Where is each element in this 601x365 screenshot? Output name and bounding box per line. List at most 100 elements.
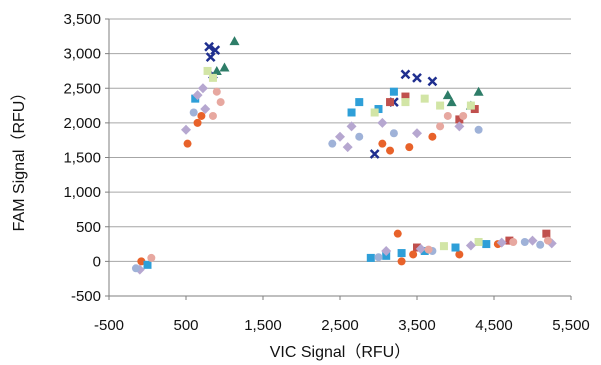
data-point bbox=[210, 45, 221, 56]
data-point bbox=[466, 101, 475, 110]
data-point bbox=[401, 98, 410, 107]
data-point bbox=[137, 257, 146, 266]
data-point bbox=[415, 243, 426, 254]
data-point bbox=[401, 92, 410, 101]
y-tick-label: 1,500 bbox=[63, 150, 101, 167]
data-point bbox=[543, 236, 552, 245]
data-point bbox=[205, 52, 216, 62]
data-point bbox=[386, 98, 395, 107]
x-tick-label: 3,500 bbox=[398, 317, 436, 334]
data-point bbox=[459, 111, 468, 120]
data-point bbox=[400, 69, 411, 80]
data-point bbox=[347, 108, 356, 117]
data-point bbox=[439, 242, 448, 251]
x-tick-label: -500 bbox=[94, 317, 124, 334]
data-point bbox=[328, 139, 337, 148]
y-tick-label: 500 bbox=[76, 219, 101, 236]
axes bbox=[105, 18, 572, 300]
data-point bbox=[219, 62, 230, 72]
data-point bbox=[181, 124, 191, 135]
data-point bbox=[183, 139, 192, 148]
data-point bbox=[355, 98, 364, 107]
data-point bbox=[208, 73, 217, 82]
data-point bbox=[335, 131, 345, 142]
data-point bbox=[131, 264, 140, 273]
data-point bbox=[427, 76, 438, 87]
data-point bbox=[455, 250, 464, 259]
data-point bbox=[420, 246, 429, 255]
data-point bbox=[505, 236, 514, 245]
data-point bbox=[143, 260, 152, 269]
data-point bbox=[370, 108, 379, 117]
data-point bbox=[189, 108, 198, 117]
data-points bbox=[131, 36, 557, 275]
data-point bbox=[193, 118, 202, 127]
x-tick-labels: -500 500 1,500 2,500 3,500 4,500 5,500 bbox=[94, 317, 590, 334]
data-point bbox=[192, 90, 203, 101]
data-point bbox=[378, 139, 387, 148]
data-point bbox=[374, 253, 383, 262]
y-tick-label: 1,000 bbox=[63, 184, 101, 201]
x-axis-title: VIC Signal（RFU） bbox=[270, 343, 410, 361]
data-point bbox=[436, 122, 445, 131]
x-tick-label: 500 bbox=[173, 317, 198, 334]
y-tick-label: 2,000 bbox=[63, 115, 101, 132]
data-point bbox=[212, 87, 221, 96]
data-point bbox=[455, 115, 464, 124]
data-point bbox=[386, 146, 395, 155]
gridlines bbox=[109, 18, 571, 297]
data-point bbox=[389, 129, 398, 138]
data-point bbox=[229, 36, 240, 46]
data-point bbox=[397, 257, 406, 266]
data-point bbox=[346, 121, 357, 132]
data-point bbox=[366, 253, 375, 262]
data-point bbox=[474, 237, 483, 246]
data-point bbox=[443, 111, 452, 120]
data-point bbox=[542, 229, 551, 238]
data-point bbox=[436, 101, 445, 110]
data-point bbox=[446, 97, 457, 107]
data-point bbox=[474, 125, 483, 134]
data-point bbox=[496, 237, 507, 248]
data-point bbox=[412, 128, 422, 139]
x-tick-label: 2,500 bbox=[321, 317, 359, 334]
y-tick-label: -500 bbox=[71, 288, 101, 305]
data-point bbox=[451, 243, 460, 252]
data-point bbox=[216, 98, 225, 107]
data-point bbox=[369, 149, 380, 159]
data-point bbox=[424, 245, 433, 254]
data-point bbox=[342, 142, 353, 153]
y-axis-title: FAM Signal（RFU） bbox=[10, 85, 28, 232]
data-point bbox=[482, 240, 491, 249]
data-point bbox=[355, 132, 364, 141]
data-point bbox=[211, 65, 222, 75]
data-point bbox=[203, 66, 212, 75]
data-point bbox=[509, 237, 518, 246]
data-point bbox=[412, 72, 422, 83]
y-tick-label: 2,500 bbox=[63, 80, 101, 97]
data-point bbox=[442, 90, 453, 100]
data-point bbox=[454, 121, 465, 132]
data-point bbox=[208, 111, 217, 120]
data-point bbox=[197, 83, 208, 94]
data-point bbox=[536, 240, 545, 249]
data-point bbox=[520, 237, 529, 246]
data-point bbox=[428, 132, 437, 141]
data-point bbox=[204, 41, 214, 52]
x-tick-label: 5,500 bbox=[552, 317, 590, 334]
data-point bbox=[191, 94, 200, 103]
data-point bbox=[420, 94, 429, 103]
y-tick-label: 3,500 bbox=[63, 11, 101, 28]
data-point bbox=[381, 245, 392, 256]
y-tick-label: 3,000 bbox=[63, 46, 101, 63]
data-point bbox=[147, 253, 156, 262]
data-point bbox=[405, 143, 414, 152]
data-point bbox=[200, 104, 211, 115]
data-point bbox=[393, 229, 402, 238]
data-point bbox=[409, 250, 418, 259]
y-tick-label: 0 bbox=[93, 253, 101, 270]
data-point bbox=[413, 243, 421, 252]
data-point bbox=[473, 86, 484, 96]
data-point bbox=[527, 235, 538, 246]
